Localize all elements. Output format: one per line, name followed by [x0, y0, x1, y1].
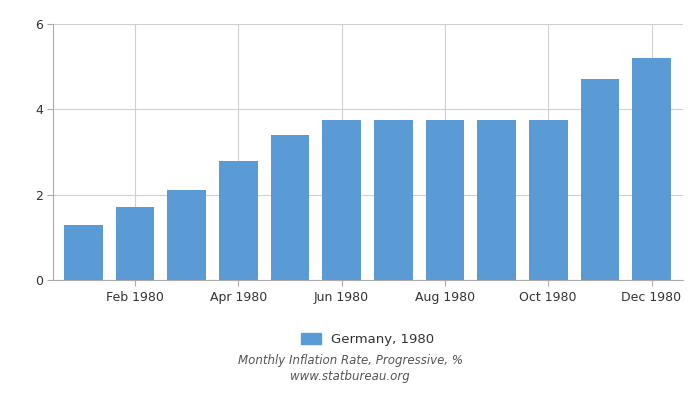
Bar: [167, 190, 206, 280]
Bar: [529, 120, 568, 280]
Bar: [116, 208, 155, 280]
Bar: [477, 120, 516, 280]
Legend: Germany, 1980: Germany, 1980: [301, 333, 434, 346]
Bar: [322, 120, 361, 280]
Bar: [271, 135, 309, 280]
Bar: [219, 160, 258, 280]
Bar: [64, 224, 103, 280]
Bar: [580, 80, 620, 280]
Text: www.statbureau.org: www.statbureau.org: [290, 370, 410, 383]
Bar: [632, 58, 671, 280]
Bar: [426, 120, 464, 280]
Text: Monthly Inflation Rate, Progressive, %: Monthly Inflation Rate, Progressive, %: [237, 354, 463, 367]
Bar: [374, 120, 413, 280]
